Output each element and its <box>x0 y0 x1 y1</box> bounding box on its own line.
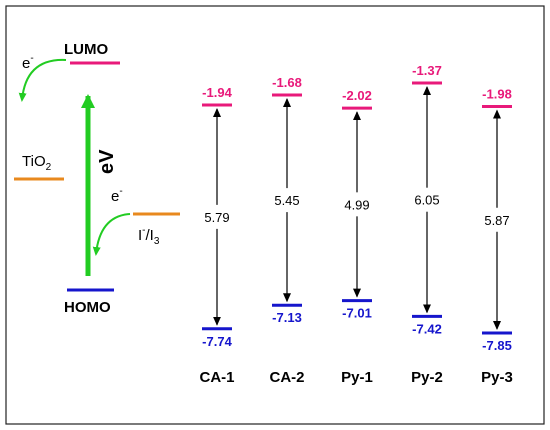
figure-border <box>5 5 545 425</box>
gap-label-bg <box>199 206 235 225</box>
homo-label: HOMO <box>64 299 111 316</box>
lumo-value: -2.02 <box>342 88 372 103</box>
homo-value: -7.74 <box>202 334 232 349</box>
gap-value: 6.05 <box>414 193 439 208</box>
gap-label-bg <box>269 190 305 209</box>
gap-value: 5.79 <box>204 210 229 225</box>
lumo-value: -1.68 <box>272 75 302 90</box>
dye-name: Py-2 <box>411 369 443 386</box>
homo-value: -7.01 <box>342 306 372 321</box>
lumo-value: -1.98 <box>482 87 512 102</box>
electron-label-right: e- <box>111 186 123 205</box>
ev-label: eV <box>96 149 118 174</box>
dye-name: CA-2 <box>269 369 304 386</box>
homo-value: -7.42 <box>412 321 442 336</box>
homo-value: -7.85 <box>482 338 512 353</box>
gap-label-bg <box>339 194 375 213</box>
lumo-label: LUMO <box>64 41 108 58</box>
dye-name: Py-3 <box>481 369 513 386</box>
homo-value: -7.13 <box>272 310 302 325</box>
gap-value: 5.45 <box>274 193 299 208</box>
gap-value: 4.99 <box>344 197 369 212</box>
redox-label: I-/I3 <box>138 225 160 247</box>
electron-transfer-arrow-right <box>92 213 131 256</box>
lumo-value: -1.37 <box>412 63 442 78</box>
lumo-value: -1.94 <box>202 85 232 100</box>
dye-name: CA-1 <box>199 369 234 386</box>
tio2-label: TiO2 <box>22 153 52 173</box>
electron-transfer-arrow-left <box>18 58 67 102</box>
gap-value: 5.87 <box>484 213 509 228</box>
gap-label-bg <box>409 189 445 208</box>
dye-columns: -1.94 5.79 -7.74 CA-1 -1.68 5.45 -7.13 CA-2 -2.0… <box>199 63 515 386</box>
electron-label-left: e- <box>22 53 34 72</box>
gap-label-bg <box>479 209 515 228</box>
dye-name: Py-1 <box>341 369 373 386</box>
